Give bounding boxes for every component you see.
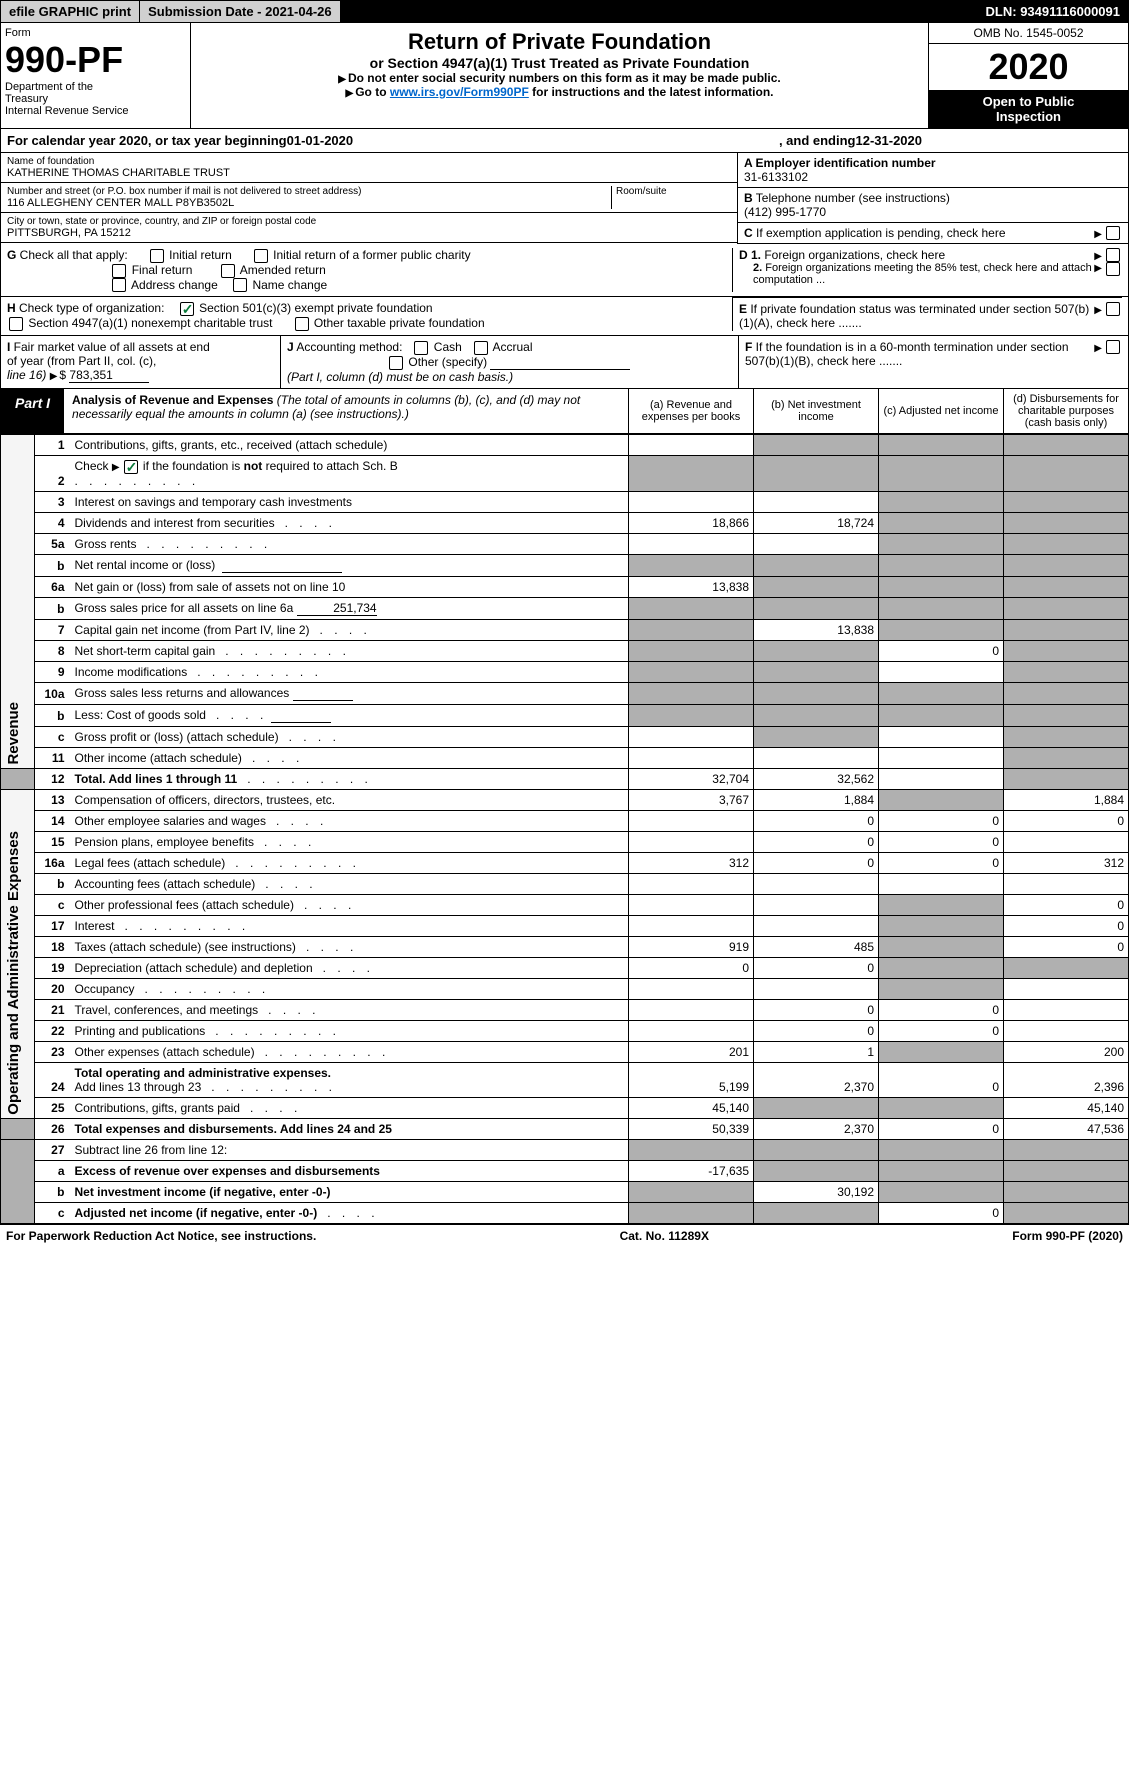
j-other-cb[interactable] — [389, 356, 403, 370]
addr-label: Number and street (or P.O. box number if… — [7, 186, 611, 197]
form-center: Return of Private Foundation or Section … — [191, 23, 928, 128]
info-block: Name of foundation KATHERINE THOMAS CHAR… — [0, 153, 1129, 244]
room-label: Room/suite — [616, 186, 731, 197]
form-right: OMB No. 1545-0052 2020 Open to PublicIns… — [928, 23, 1128, 128]
phone-cell: B Telephone number (see instructions) (4… — [738, 188, 1128, 223]
i-j-f-row: I Fair market value of all assets at end… — [0, 336, 1129, 388]
dept2: Treasury — [5, 93, 186, 105]
efile-btn[interactable]: efile GRAPHIC print — [1, 1, 140, 22]
part1-table: Revenue 1Contributions, gifts, grants, e… — [0, 435, 1129, 1224]
form-title: Return of Private Foundation — [197, 29, 922, 55]
footer-left: For Paperwork Reduction Act Notice, see … — [6, 1229, 316, 1243]
form-subtitle: or Section 4947(a)(1) Trust Treated as P… — [197, 55, 922, 71]
col-c-hdr: (c) Adjusted net income — [878, 389, 1003, 433]
d2-checkbox[interactable] — [1106, 262, 1120, 276]
col-d-hdr: (d) Disbursements for charitable purpose… — [1003, 389, 1128, 433]
form-link[interactable]: www.irs.gov/Form990PF — [390, 85, 529, 99]
form-label: Form — [5, 27, 186, 39]
part1-desc: Analysis of Revenue and Expenses (The to… — [64, 389, 628, 433]
d1-checkbox[interactable] — [1106, 248, 1120, 262]
foundation-name: KATHERINE THOMAS CHARITABLE TRUST — [7, 167, 731, 179]
ein: 31-6133102 — [744, 170, 808, 184]
form-header: Form 990-PF Department of the Treasury I… — [0, 23, 1129, 129]
city-label: City or town, state or province, country… — [7, 216, 731, 227]
footer-right: Form 990-PF (2020) — [1012, 1229, 1123, 1243]
dept1: Department of the — [5, 81, 186, 93]
col-a-hdr: (a) Revenue and expenses per books — [628, 389, 753, 433]
tax-year: 2020 — [929, 44, 1128, 90]
dept3: Internal Revenue Service — [5, 105, 186, 117]
form-number: 990-PF — [5, 39, 186, 81]
top-bar: efile GRAPHIC print Submission Date - 20… — [0, 0, 1129, 23]
c-cell: C If exemption application is pending, c… — [738, 223, 1128, 244]
page-footer: For Paperwork Reduction Act Notice, see … — [0, 1224, 1129, 1247]
city: PITTSBURGH, PA 15212 — [7, 227, 731, 239]
g-namechg-cb[interactable] — [233, 278, 247, 292]
ein-cell: A Employer identification number 31-6133… — [738, 153, 1128, 188]
footer-mid: Cat. No. 11289X — [620, 1229, 709, 1243]
city-cell: City or town, state or province, country… — [1, 213, 737, 243]
form-instr2: Go to www.irs.gov/Form990PF for instruct… — [197, 85, 922, 99]
expenses-side: Operating and Administrative Expenses — [5, 831, 22, 1115]
form-instr1: Do not enter social security numbers on … — [197, 71, 922, 85]
phone: (412) 995-1770 — [744, 205, 826, 219]
part1-header: Part I Analysis of Revenue and Expenses … — [0, 388, 1129, 435]
open-to-public: Open to PublicInspection — [929, 90, 1128, 128]
foundation-name-cell: Name of foundation KATHERINE THOMAS CHAR… — [1, 153, 737, 183]
fmv: 783,351 — [69, 368, 149, 383]
f-checkbox[interactable] — [1106, 340, 1120, 354]
form-left: Form 990-PF Department of the Treasury I… — [1, 23, 191, 128]
h-501c3-cb[interactable] — [180, 302, 194, 316]
calendar-row: For calendar year 2020, or tax year begi… — [0, 129, 1129, 153]
h-other-cb[interactable] — [295, 317, 309, 331]
r2-cb[interactable] — [124, 460, 138, 474]
g-final-cb[interactable] — [112, 264, 126, 278]
g-addrchg-cb[interactable] — [112, 278, 126, 292]
dln: DLN: 93491116000091 — [978, 1, 1128, 22]
h-4947-cb[interactable] — [9, 317, 23, 331]
revenue-side: Revenue — [5, 702, 22, 765]
e-checkbox[interactable] — [1106, 302, 1120, 316]
h-e-row: H Check type of organization: Section 50… — [0, 296, 1129, 336]
submission-date: Submission Date - 2021-04-26 — [140, 1, 341, 22]
g-initial-cb[interactable] — [150, 249, 164, 263]
col-b-hdr: (b) Net investment income — [753, 389, 878, 433]
spacer — [341, 1, 978, 22]
address: 116 ALLEGHENY CENTER MALL P8YB3502L — [7, 197, 611, 209]
c-checkbox[interactable] — [1106, 226, 1120, 240]
part1-tab: Part I — [1, 389, 64, 433]
g-amended-cb[interactable] — [221, 264, 235, 278]
omb: OMB No. 1545-0052 — [929, 23, 1128, 44]
j-accrual-cb[interactable] — [474, 341, 488, 355]
name-label: Name of foundation — [7, 156, 731, 167]
g-d-row: G Check all that apply: Initial return I… — [0, 244, 1129, 296]
j-cash-cb[interactable] — [414, 341, 428, 355]
g-initial-former-cb[interactable] — [254, 249, 268, 263]
address-cell: Number and street (or P.O. box number if… — [1, 183, 737, 213]
